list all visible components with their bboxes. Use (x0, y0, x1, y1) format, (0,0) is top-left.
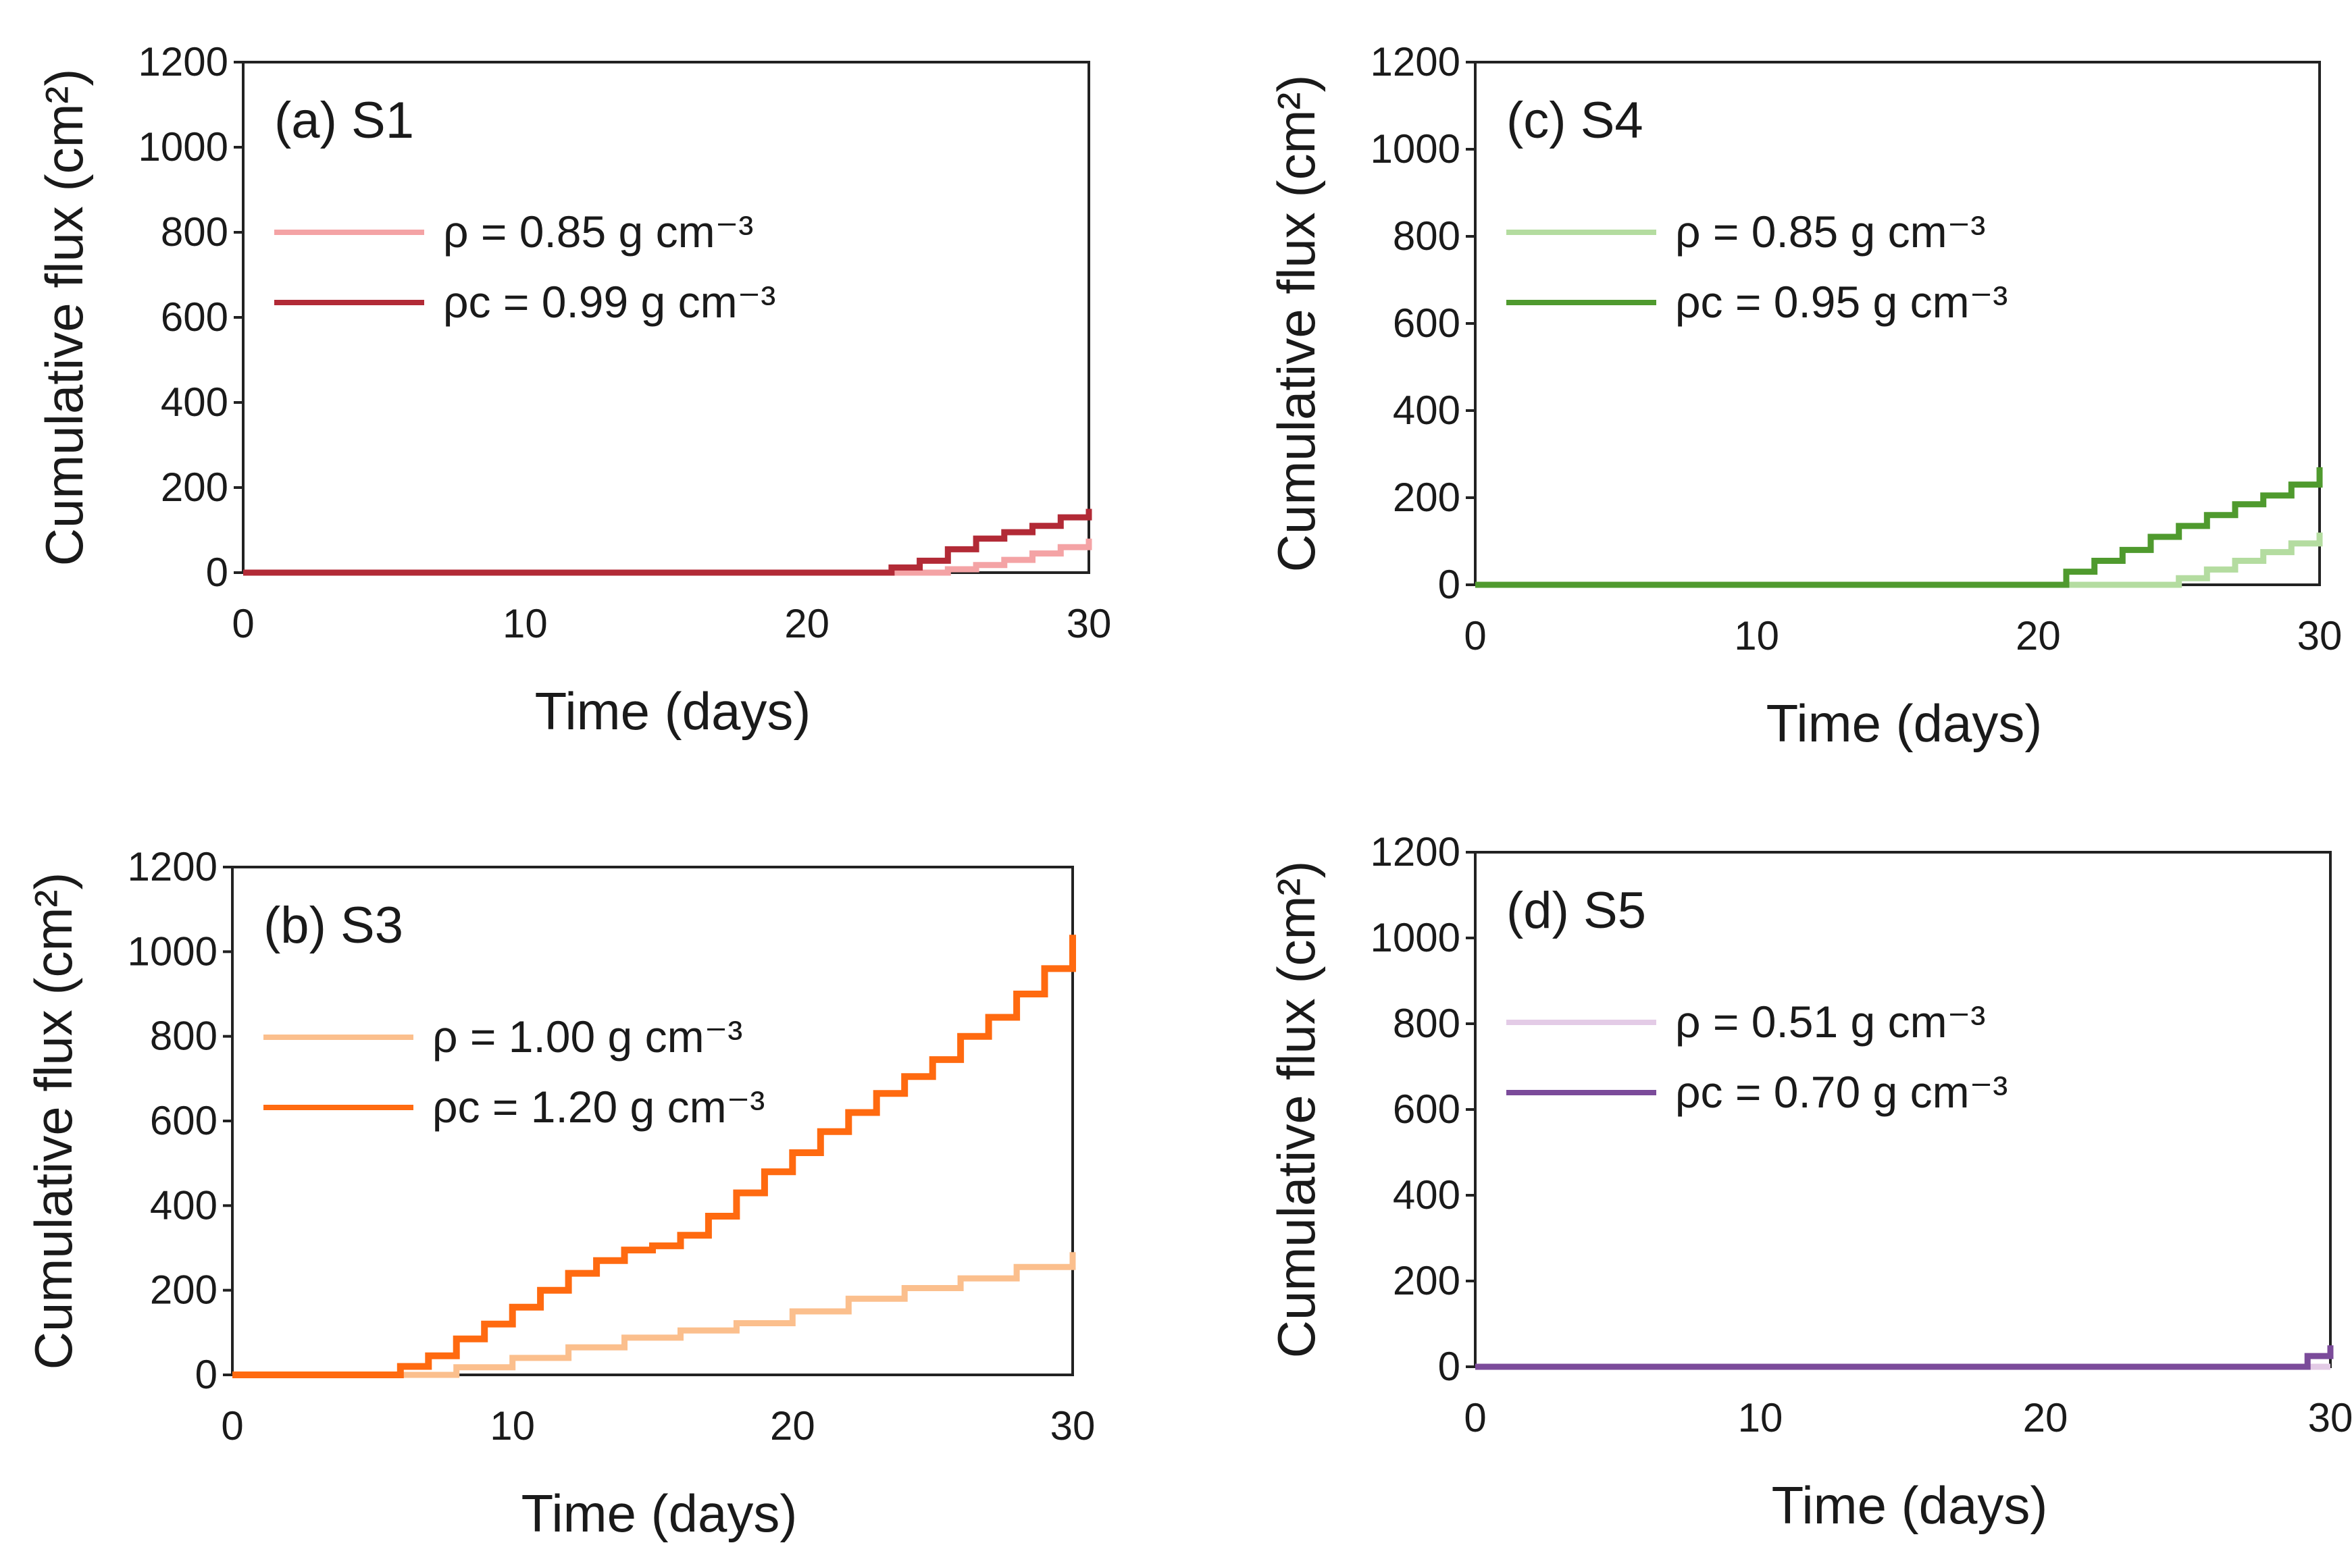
series-line-rho-c (232, 935, 1076, 1378)
legend-label-rho: ρ = 0.51 g cm⁻³ (1675, 997, 1985, 1047)
x-tick-label: 10 (1734, 613, 1779, 658)
series-line-rho-c (243, 508, 1092, 576)
y-tick-label: 1200 (128, 844, 218, 889)
y-axis-label-unit: (cm²) (1267, 75, 1326, 198)
y-tick-label: 200 (1393, 475, 1460, 520)
x-tick-label: 30 (2297, 613, 2343, 658)
x-axis-label: Time (days) (535, 681, 811, 741)
y-tick-label: 0 (195, 1352, 218, 1397)
y-tick-label: 1000 (138, 124, 228, 169)
y-tick-label: 200 (161, 465, 228, 510)
x-tick-label: 30 (2308, 1395, 2352, 1440)
y-tick-label: 1200 (1371, 39, 1460, 84)
y-axis-label-unit: (cm²) (24, 872, 83, 995)
y-tick-label: 800 (150, 1014, 218, 1059)
chart-panel-b: 0 200 400 600 800 1000 1200 0 10 20 30 Time (days) C… (24, 844, 1095, 1543)
series-line-rho (1475, 532, 2323, 588)
x-axis-label: Time (days) (1772, 1475, 2048, 1535)
y-tick-label: 400 (161, 380, 228, 425)
y-tick-label: 600 (161, 294, 228, 340)
x-tick-label: 20 (770, 1403, 815, 1448)
panel-title: (b) S3 (263, 897, 403, 954)
x-tick-label: 0 (221, 1403, 243, 1448)
legend-label-rho-c: ρc = 0.99 g cm⁻³ (443, 277, 775, 327)
series-line-rho-c (1475, 467, 2323, 588)
y-axis-label-unit: (cm²) (1267, 861, 1326, 984)
x-tick-label: 0 (232, 601, 254, 646)
y-axis-label: Cumulative flux (cm²) (34, 69, 94, 567)
y-tick-label: 400 (150, 1182, 218, 1228)
panel-title: (d) S5 (1506, 882, 1646, 939)
legend-label-rho: ρ = 1.00 g cm⁻³ (432, 1012, 742, 1062)
legend-label-rho: ρ = 0.85 g cm⁻³ (1675, 207, 1985, 257)
y-tick-label: 0 (206, 550, 228, 595)
y-tick-label: 800 (161, 209, 228, 255)
y-tick-label: 200 (1393, 1258, 1460, 1303)
y-axis-label: Cumulative flux (cm²) (24, 872, 83, 1370)
y-axis-label-text: Cumulative flux (1267, 984, 1326, 1359)
y-tick-label: 0 (1438, 1344, 1460, 1389)
y-tick-label: 1000 (128, 929, 218, 974)
legend-label-rho-c: ρc = 1.20 g cm⁻³ (432, 1082, 765, 1132)
chart-panel-a: 0 200 400 600 800 1000 1200 0 10 20 30 Time (days) C… (34, 39, 1111, 741)
series-line-rho (243, 538, 1092, 576)
y-axis-label: Cumulative flux (cm²) (1267, 861, 1326, 1359)
legend-label-rho: ρ = 0.85 g cm⁻³ (443, 207, 753, 257)
x-axis-label: Time (days) (521, 1484, 798, 1543)
y-tick-label: 1000 (1371, 126, 1460, 172)
y-tick-label: 400 (1393, 388, 1460, 433)
legend-label-rho-c: ρc = 0.70 g cm⁻³ (1675, 1067, 2008, 1117)
y-tick-label: 800 (1393, 1001, 1460, 1046)
y-tick-label: 600 (1393, 1087, 1460, 1132)
x-tick-label: 0 (1464, 1395, 1486, 1440)
series-line-rho (232, 1252, 1076, 1378)
y-tick-label: 800 (1393, 213, 1460, 259)
y-tick-label: 1000 (1371, 915, 1460, 960)
panel-title: (a) S1 (274, 92, 414, 149)
y-axis-label-text: Cumulative flux (24, 995, 83, 1370)
y-axis-label: Cumulative flux (cm²) (1267, 75, 1326, 573)
x-tick-label: 20 (2016, 613, 2061, 658)
y-tick-label: 0 (1438, 562, 1460, 607)
y-axis-label-unit: (cm²) (34, 69, 94, 192)
chart-panel-c: 0 200 400 600 800 1000 1200 0 10 20 30 Time (days) C… (1267, 39, 2342, 753)
x-tick-label: 10 (503, 601, 548, 646)
x-tick-label: 20 (2023, 1395, 2068, 1440)
y-tick-label: 1200 (138, 39, 228, 84)
x-tick-label: 20 (784, 601, 829, 646)
x-tick-label: 10 (1738, 1395, 1783, 1440)
x-tick-label: 30 (1067, 601, 1112, 646)
x-axis-label: Time (days) (1766, 694, 2043, 753)
y-tick-label: 400 (1393, 1172, 1460, 1218)
y-tick-label: 600 (150, 1098, 218, 1143)
panel-title: (c) S4 (1506, 92, 1643, 149)
chart-panel-d: 0 200 400 600 800 1000 1200 0 10 20 30 Time (days) C… (1267, 829, 2352, 1535)
x-tick-label: 10 (490, 1403, 535, 1448)
y-axis-label-text: Cumulative flux (1267, 198, 1326, 573)
x-tick-label: 30 (1050, 1403, 1096, 1448)
y-tick-label: 600 (1393, 300, 1460, 346)
y-tick-label: 200 (150, 1268, 218, 1313)
x-tick-label: 0 (1464, 613, 1486, 658)
y-axis-label-text: Cumulative flux (34, 192, 94, 567)
y-tick-label: 1200 (1371, 829, 1460, 874)
legend-label-rho-c: ρc = 0.95 g cm⁻³ (1675, 277, 2008, 327)
series-line-rho-c (1475, 1345, 2334, 1370)
